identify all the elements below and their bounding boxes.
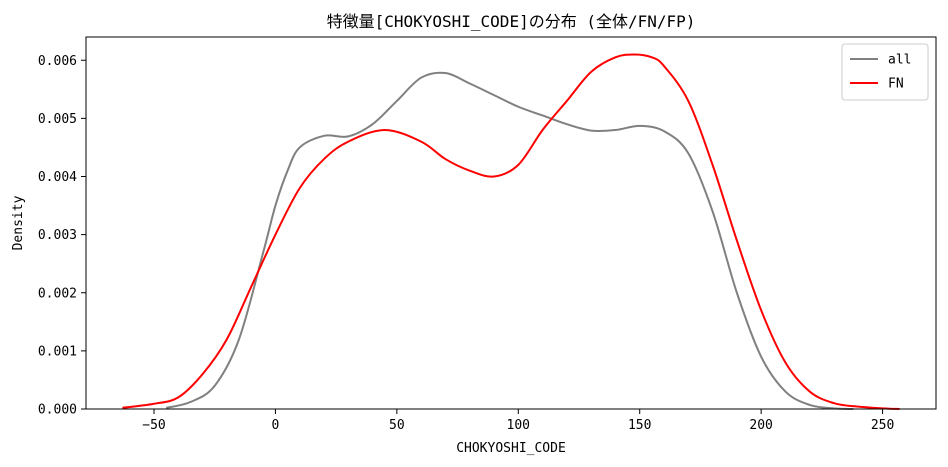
series-layer	[122, 53, 900, 410]
legend: all FN	[841, 43, 929, 101]
x-axis-label: CHOKYOSHI_CODE	[456, 441, 566, 456]
y-axis: 0.000 0.001 0.002 0.003 0.004 0.005 0.006	[38, 54, 86, 418]
series-line-all	[165, 71, 854, 410]
y-tick-label: 0.004	[38, 170, 77, 185]
chart-title: 特徴量[CHOKYOSHI_CODE]の分布 (全体/FN/FP)	[327, 12, 696, 31]
legend-label-fn: FN	[888, 77, 904, 92]
y-tick-label: 0.002	[38, 286, 77, 301]
x-tick-label: 50	[389, 418, 405, 433]
y-tick-label: 0.000	[38, 403, 77, 418]
x-tick-label: 150	[628, 418, 651, 433]
x-tick-label: 0	[272, 418, 280, 433]
x-tick-label: 250	[871, 418, 894, 433]
y-tick-label: 0.005	[38, 112, 77, 127]
x-tick-label: 200	[749, 418, 772, 433]
y-tick-label: 0.001	[38, 344, 77, 359]
x-axis: −50 0 50 100 150 200 250	[142, 409, 894, 433]
legend-frame	[841, 43, 929, 101]
plot-area-frame	[85, 36, 937, 410]
x-tick-label: −50	[142, 418, 165, 433]
x-tick-label: 100	[507, 418, 530, 433]
y-axis-label: Density	[11, 195, 26, 250]
y-tick-label: 0.006	[38, 54, 77, 69]
y-tick-label: 0.003	[38, 228, 77, 243]
series-line-fn	[122, 53, 900, 410]
legend-label-all: all	[888, 53, 911, 68]
